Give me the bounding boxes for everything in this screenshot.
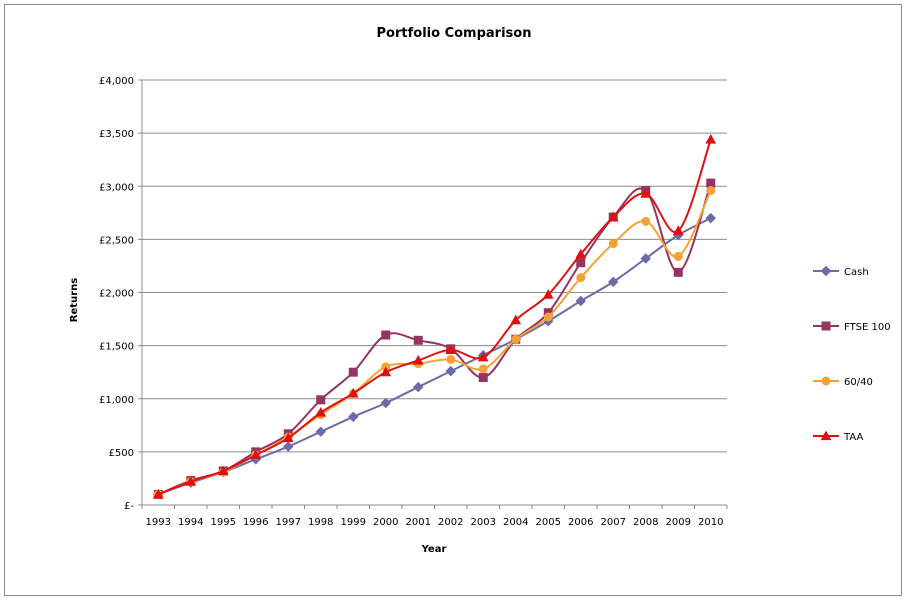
data-point — [250, 449, 262, 460]
series-taa — [152, 133, 717, 499]
data-point — [315, 426, 326, 437]
y-tick-label: £3,500 — [99, 129, 134, 140]
line-chart: Portfolio Comparison Returns Year £- £500… — [69, 26, 891, 555]
data-point — [477, 351, 489, 362]
y-tick-label: £500 — [109, 448, 134, 459]
data-point — [412, 354, 424, 365]
legend-swatch-marker — [820, 265, 832, 277]
legend-label: FTSE 100 — [844, 322, 891, 333]
x-tick-label: 2006 — [568, 517, 593, 528]
series-line-taa — [157, 139, 712, 496]
y-tick-label: £2,000 — [99, 289, 134, 300]
x-tick-label: 2008 — [633, 517, 658, 528]
x-tick-label: 1996 — [243, 517, 268, 528]
data-point — [445, 365, 456, 377]
y-tick-label: £- — [124, 501, 134, 512]
x-tick-label: 2010 — [698, 517, 723, 528]
legend: Cash FTSE 100 60/40 TAA — [813, 265, 891, 443]
data-point — [608, 276, 619, 288]
chart-frame: Portfolio Comparison Returns Year £- £500… — [4, 4, 902, 596]
legend-swatch-marker — [820, 430, 832, 441]
x-tick-label: 2009 — [666, 517, 691, 528]
data-point — [576, 258, 586, 268]
axes: £- £500 £1,000 £1,500 £2,000 £2,500 £3,000 £3,5… — [99, 76, 728, 528]
data-point — [640, 188, 652, 198]
chart-title: Portfolio Comparison — [377, 26, 532, 41]
data-point — [413, 335, 423, 345]
data-point — [640, 253, 651, 264]
data-point — [283, 441, 294, 452]
data-point — [672, 225, 684, 235]
data-point — [413, 381, 424, 393]
x-tick-label: 1998 — [308, 517, 333, 528]
data-point — [542, 289, 554, 299]
y-tick-label: £1,000 — [99, 395, 134, 406]
legend-label: Cash — [844, 267, 869, 278]
data-point — [347, 387, 359, 398]
data-point — [706, 186, 716, 195]
legend-swatch-marker — [821, 321, 831, 331]
data-point — [315, 407, 327, 417]
data-point — [575, 248, 587, 259]
legend-label: 60/40 — [844, 377, 873, 388]
data-point — [608, 239, 618, 249]
gridlines — [142, 79, 727, 453]
data-point — [381, 330, 391, 340]
y-tick-label: £3,000 — [99, 182, 134, 193]
data-point — [217, 465, 229, 476]
data-point — [348, 411, 359, 423]
data-point — [510, 314, 522, 325]
legend-swatch-marker — [821, 376, 831, 386]
x-tick-label: 2000 — [373, 517, 398, 528]
data-point — [445, 344, 457, 354]
x-tick-label: 2004 — [503, 517, 528, 528]
data-point — [152, 488, 164, 499]
x-tick-label: 2002 — [438, 517, 463, 528]
data-point — [641, 216, 651, 226]
y-axis-label: Returns — [69, 278, 80, 322]
data-point — [575, 295, 586, 307]
data-point — [380, 366, 392, 377]
x-tick-label: 2005 — [536, 517, 561, 528]
x-tick-label: 1993 — [146, 517, 171, 528]
x-tick-label: 1995 — [211, 517, 236, 528]
data-point — [446, 354, 456, 364]
y-tick-label: £2,500 — [99, 235, 134, 246]
data-point — [511, 334, 521, 344]
x-tick-label: 2001 — [406, 517, 431, 528]
legend-label: TAA — [843, 432, 863, 443]
data-point — [478, 364, 488, 374]
legend-item-cash: Cash — [813, 265, 869, 278]
data-point — [316, 395, 326, 405]
x-tick-label: 1997 — [276, 517, 301, 528]
series-line-cash — [157, 217, 712, 496]
data-point — [380, 397, 391, 409]
data-point — [705, 133, 717, 144]
legend-item-taa: TAA — [813, 430, 863, 443]
data-point — [185, 476, 197, 486]
x-tick-label: 1994 — [178, 517, 203, 528]
data-point — [576, 273, 586, 283]
data-point — [673, 251, 683, 261]
x-tick-label: 1999 — [341, 517, 366, 528]
x-tick-label: 2003 — [471, 517, 496, 528]
data-point — [348, 367, 358, 377]
data-point — [282, 432, 294, 443]
series-cash — [153, 212, 716, 500]
data-point — [705, 212, 716, 224]
data-point — [607, 211, 619, 222]
data-point — [478, 373, 488, 382]
legend-item-60-40: 60/40 — [813, 376, 873, 388]
data-point — [673, 267, 683, 277]
x-axis-label: Year — [421, 544, 447, 555]
series-lines — [152, 133, 717, 500]
y-tick-label: £1,500 — [99, 342, 134, 353]
x-tick-label: 2007 — [601, 517, 626, 528]
data-point — [543, 312, 553, 322]
y-tick-label: £4,000 — [99, 76, 134, 87]
data-point — [706, 178, 716, 188]
legend-item-ftse-100: FTSE 100 — [813, 321, 891, 333]
